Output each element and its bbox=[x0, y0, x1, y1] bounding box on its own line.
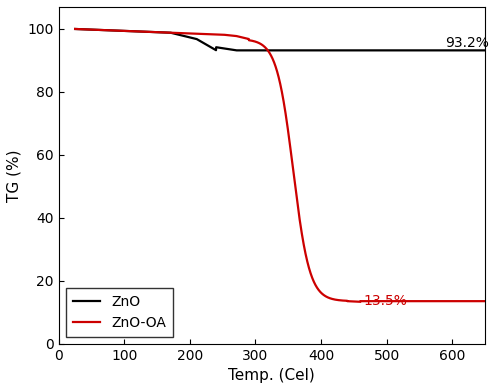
ZnO bbox=[72, 27, 78, 31]
ZnO-OA bbox=[358, 300, 364, 304]
ZnO-OA bbox=[247, 38, 253, 43]
Legend: ZnO, ZnO-OA: ZnO, ZnO-OA bbox=[66, 288, 174, 337]
ZnO bbox=[247, 48, 253, 53]
Text: 13.5%: 13.5% bbox=[364, 294, 408, 308]
ZnO-OA bbox=[230, 33, 235, 38]
ZnO-OA bbox=[482, 299, 488, 303]
ZnO bbox=[119, 28, 125, 33]
X-axis label: Temp. (Cel): Temp. (Cel) bbox=[228, 368, 315, 383]
ZnO-OA bbox=[119, 28, 125, 33]
ZnO-OA bbox=[143, 29, 149, 34]
ZnO bbox=[474, 48, 480, 53]
ZnO bbox=[430, 48, 436, 53]
Line: ZnO-OA: ZnO-OA bbox=[75, 29, 485, 302]
ZnO bbox=[233, 48, 239, 53]
Text: 93.2%: 93.2% bbox=[446, 36, 490, 50]
ZnO-OA bbox=[430, 299, 436, 303]
ZnO-OA bbox=[72, 27, 78, 31]
ZnO bbox=[482, 48, 488, 53]
Y-axis label: TG (%): TG (%) bbox=[7, 149, 22, 202]
Line: ZnO: ZnO bbox=[75, 29, 485, 50]
ZnO-OA bbox=[474, 299, 480, 303]
ZnO bbox=[230, 48, 235, 52]
ZnO bbox=[143, 29, 149, 34]
